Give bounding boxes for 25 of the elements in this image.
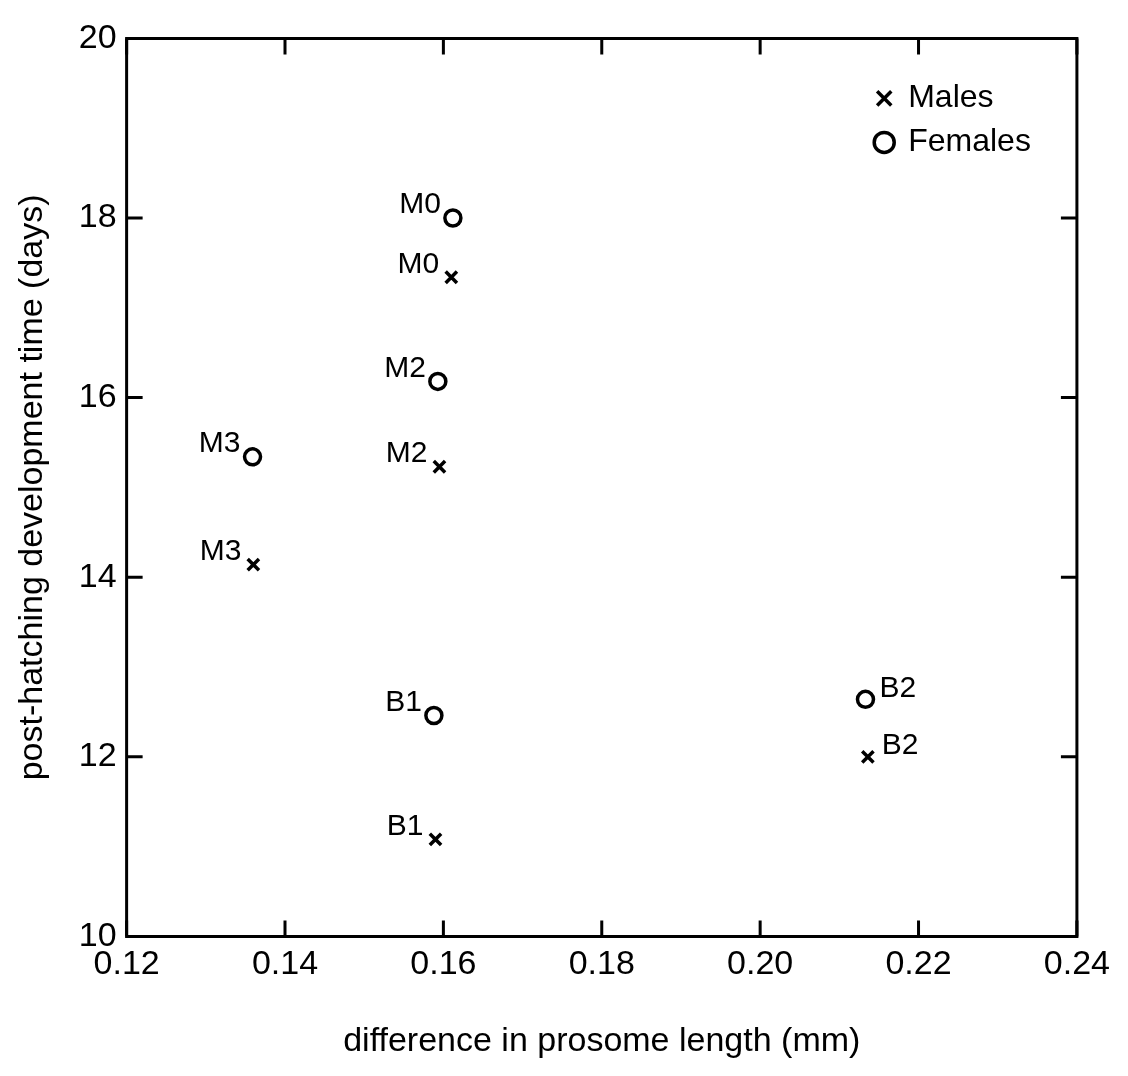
- y-tick-label: 18: [78, 196, 117, 235]
- y-tick-label: 20: [78, 16, 117, 55]
- x-tick-label: 0.16: [410, 943, 477, 982]
- annotation: B1: [386, 807, 424, 841]
- annotation: M2: [385, 435, 428, 469]
- x-tick-label: 0.14: [251, 943, 319, 982]
- annotation: M0: [397, 245, 440, 279]
- annotation: M3: [198, 425, 241, 459]
- annotation: M3: [199, 532, 242, 566]
- x-tick-label: 0.24: [1043, 943, 1111, 982]
- x-tick-label: 0.20: [727, 943, 794, 982]
- x-tick-label: 0.22: [885, 943, 952, 982]
- annotation: M0: [399, 186, 441, 220]
- annotation: B2: [879, 669, 917, 703]
- annotation: B1: [385, 683, 422, 717]
- y-tick-label: 12: [78, 735, 117, 774]
- x-tick-label: 0.18: [568, 943, 635, 982]
- y-axis-title: post-hatching development time (days): [10, 194, 49, 781]
- legend-label: Females: [908, 122, 1031, 159]
- annotation: M2: [384, 349, 426, 383]
- y-tick-label: 14: [78, 555, 117, 594]
- y-tick-label: 16: [78, 375, 117, 414]
- annotation: B2: [881, 727, 919, 761]
- legend-label: Males: [908, 78, 994, 115]
- x-axis-title: difference in prosome length (mm): [343, 1019, 861, 1058]
